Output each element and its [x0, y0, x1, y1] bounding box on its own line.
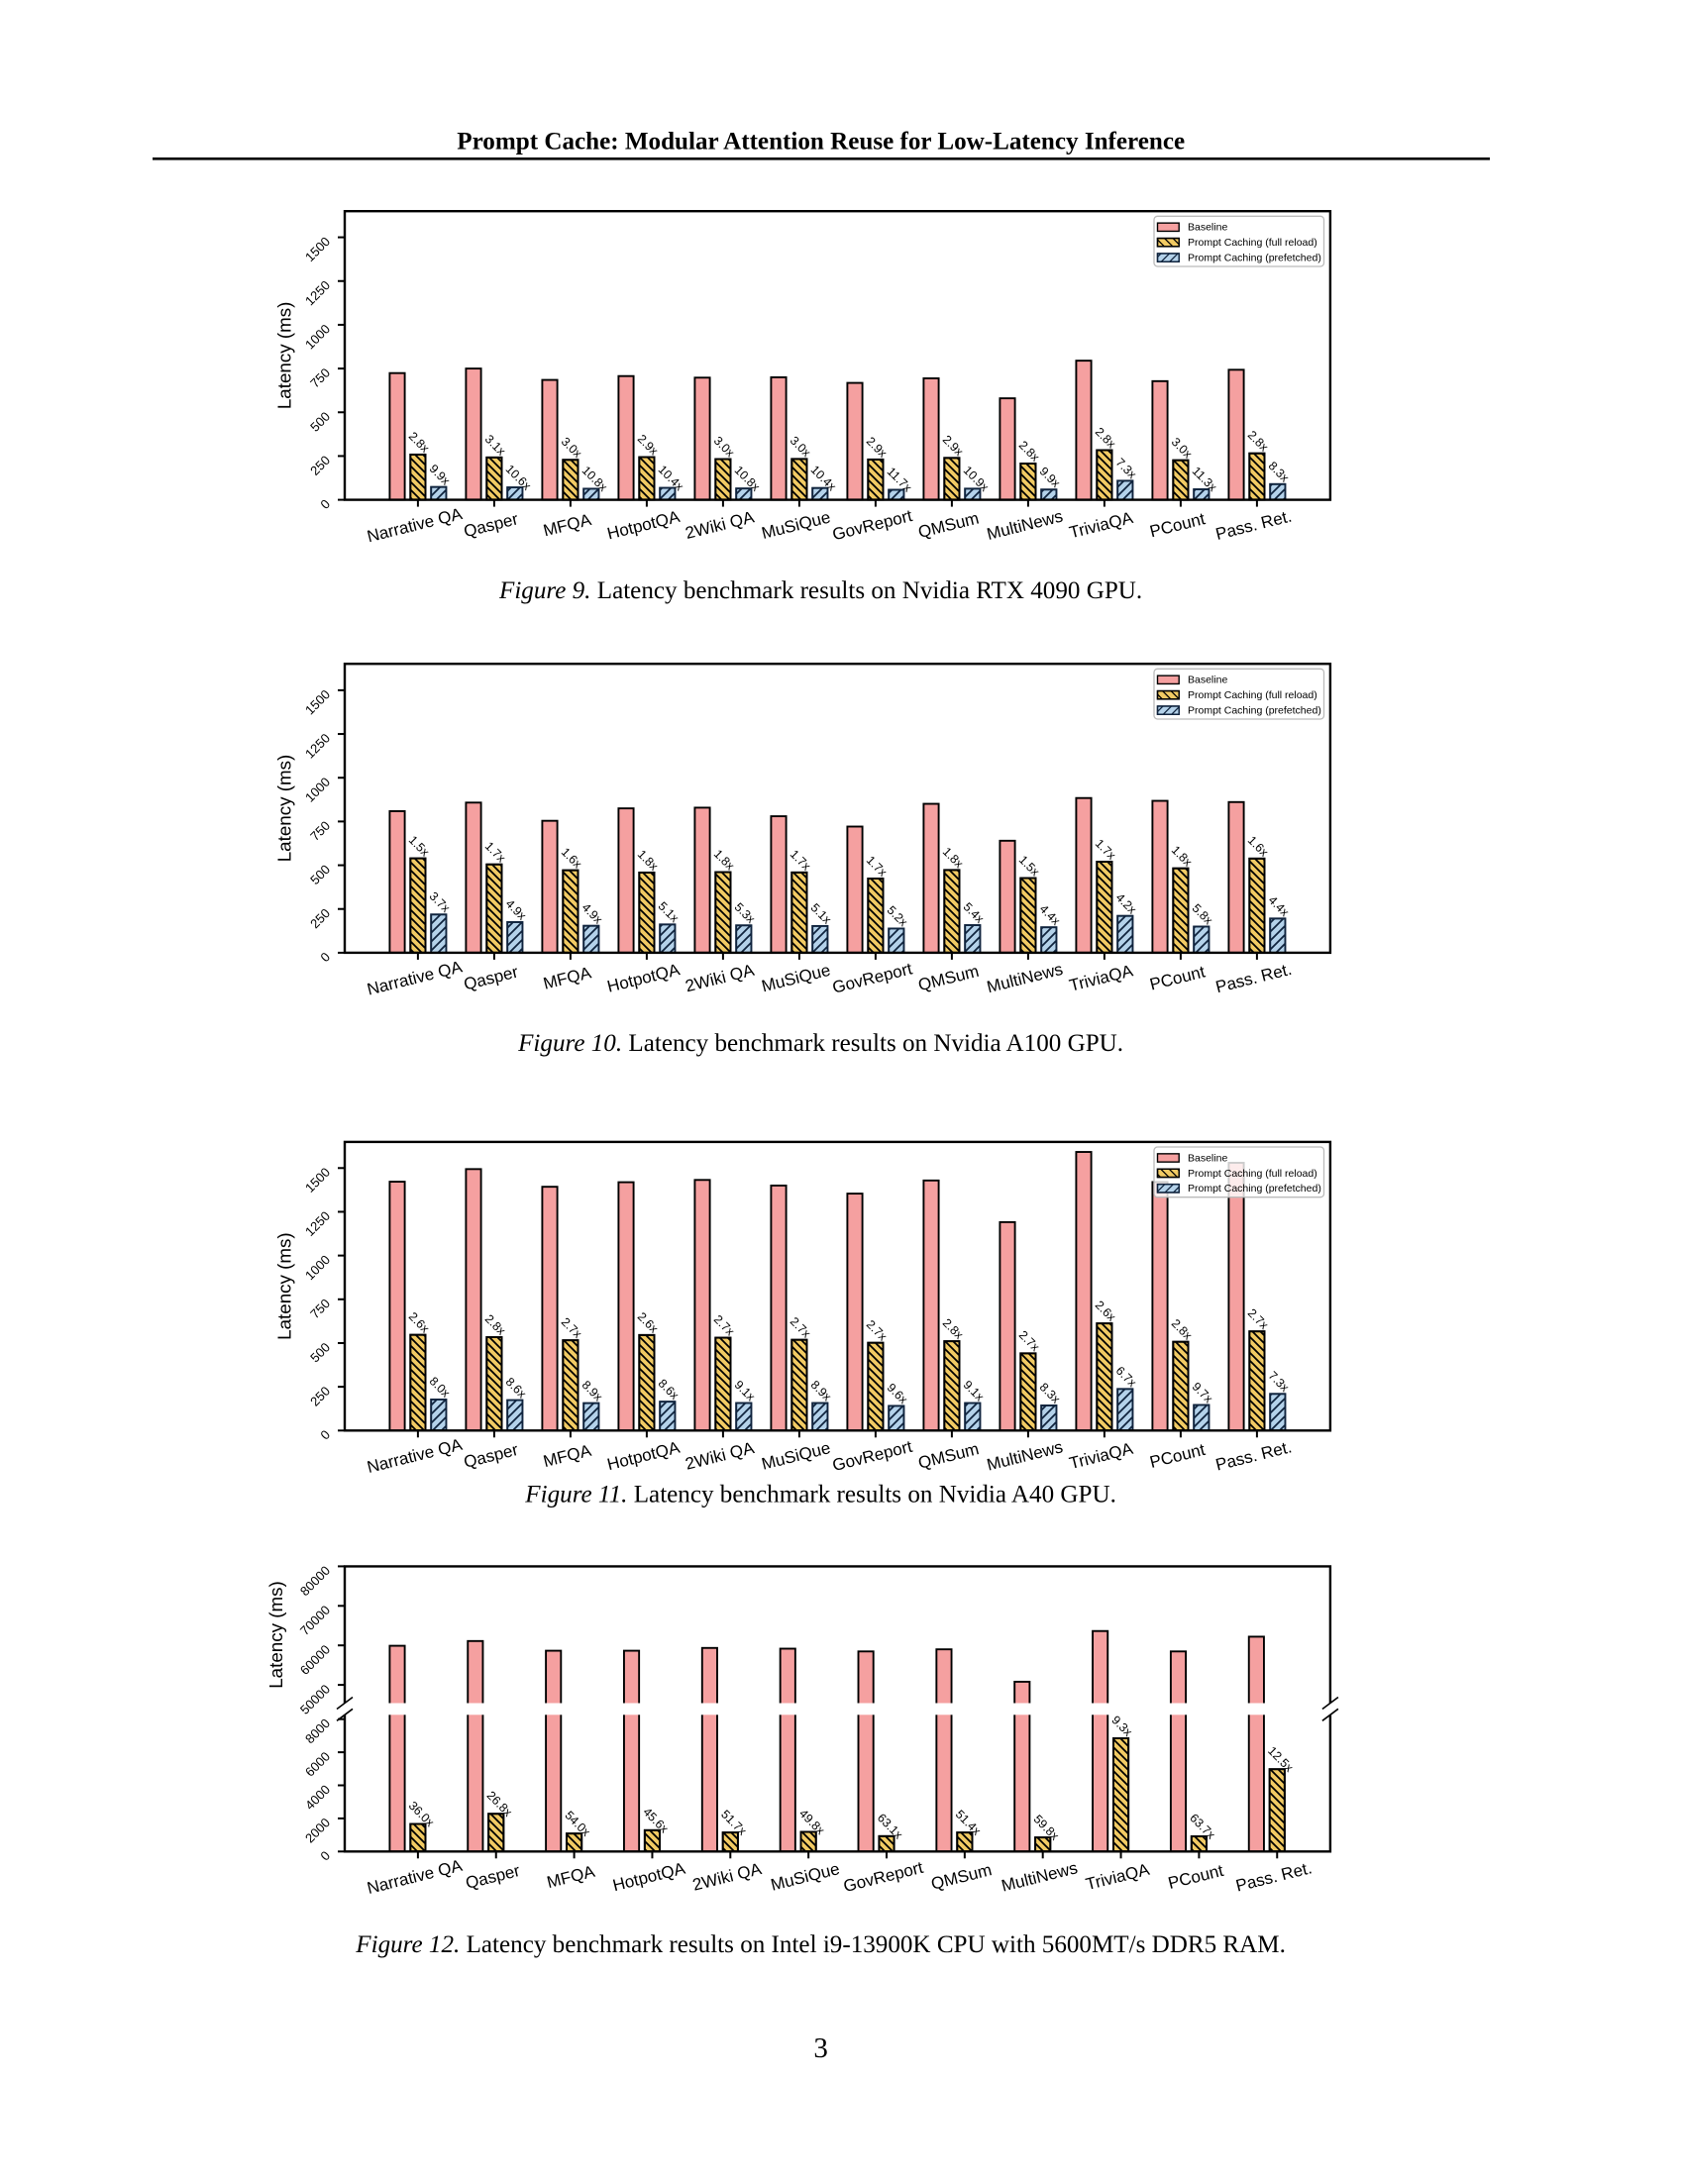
svg-text:Prompt Caching (prefetched): Prompt Caching (prefetched)	[1188, 1183, 1321, 1195]
svg-text:Baseline: Baseline	[1188, 1152, 1227, 1164]
svg-text:Prompt Caching (full reload): Prompt Caching (full reload)	[1188, 237, 1317, 249]
svg-text:Prompt Caching (prefetched): Prompt Caching (prefetched)	[1188, 253, 1321, 264]
svg-text:Prompt Cache: Modular Attentio: Prompt Cache: Modular Attention Reuse fo…	[457, 129, 1185, 156]
svg-text:Figure 11. Latency benchmark r: Figure 11. Latency benchmark results on …	[524, 1482, 1116, 1508]
svg-text:Baseline: Baseline	[1188, 675, 1227, 686]
svg-text:Latency (ms): Latency (ms)	[274, 1232, 295, 1340]
svg-text:Latency (ms): Latency (ms)	[265, 1581, 286, 1689]
svg-text:Figure 12. Latency benchmark r: Figure 12. Latency benchmark results on …	[355, 1931, 1286, 1958]
svg-text:Prompt Caching (full reload): Prompt Caching (full reload)	[1188, 689, 1317, 701]
svg-text:Latency (ms): Latency (ms)	[274, 302, 295, 410]
svg-text:Figure 9. Latency benchmark re: Figure 9. Latency benchmark results on N…	[498, 577, 1142, 604]
svg-text:Prompt Caching (prefetched): Prompt Caching (prefetched)	[1188, 705, 1321, 717]
svg-text:Latency (ms): Latency (ms)	[274, 755, 295, 863]
svg-text:Figure 10. Latency benchmark r: Figure 10. Latency benchmark results on …	[517, 1030, 1123, 1057]
svg-text:Prompt Caching (full reload): Prompt Caching (full reload)	[1188, 1168, 1317, 1180]
svg-text:3: 3	[813, 2032, 828, 2064]
svg-text:Baseline: Baseline	[1188, 222, 1227, 234]
